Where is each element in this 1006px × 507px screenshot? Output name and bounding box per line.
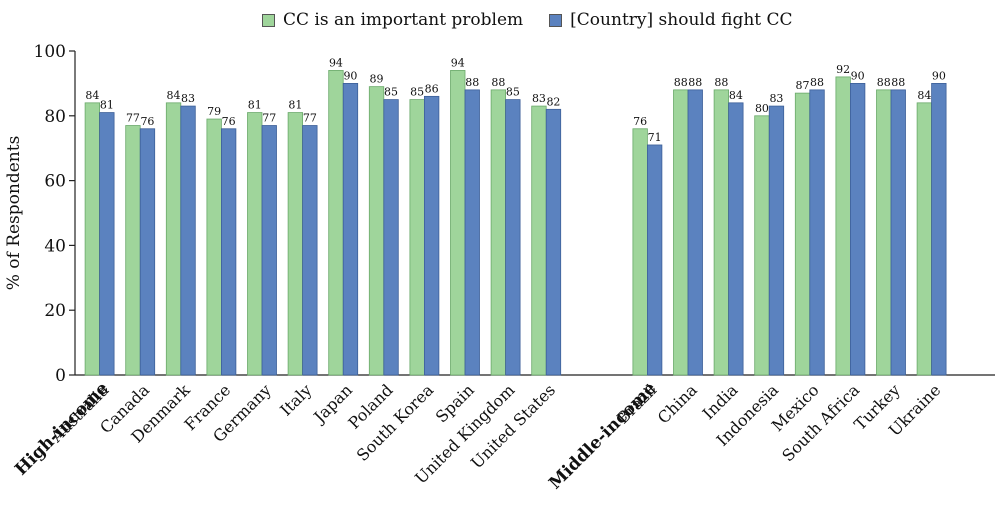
data-label-series1: 79 [207, 105, 221, 118]
data-label-series1: 84 [917, 89, 931, 102]
bar-series1 [328, 70, 344, 376]
bar-series1 [368, 86, 385, 376]
data-label-series2: 85 [506, 86, 520, 99]
bar-series2 [220, 128, 237, 376]
bar-series2 [890, 89, 906, 376]
bar-series1 [84, 102, 100, 376]
data-label-series2: 86 [425, 82, 439, 95]
bar-series2 [180, 105, 196, 376]
data-label-series1: 88 [674, 76, 688, 89]
data-label-series1: 89 [370, 73, 384, 86]
y-tick-label: 20 [44, 301, 66, 321]
data-label-series2: 83 [181, 92, 195, 105]
data-label-series1: 85 [410, 86, 424, 99]
bar-series2 [464, 89, 480, 376]
legend: CC is an important problem [Country] sho… [262, 10, 793, 30]
data-label-series1: 80 [755, 102, 769, 115]
bar-series1 [165, 102, 182, 376]
data-label-series2: 90 [851, 69, 865, 82]
bar-series2 [647, 144, 663, 376]
x-tick-label: Australia [46, 380, 112, 446]
bar-series1 [713, 89, 729, 376]
bar-series1 [409, 99, 425, 376]
data-label-series1: 76 [633, 115, 647, 128]
bar-series2 [261, 125, 277, 376]
data-label-series1: 94 [329, 56, 343, 69]
bar-series2 [768, 105, 785, 376]
data-label-series1: 83 [532, 92, 546, 105]
data-label-series1: 88 [714, 76, 728, 89]
data-label-series1: 88 [877, 76, 891, 89]
data-label-series2: 82 [546, 95, 560, 108]
data-label-series1: 94 [451, 56, 465, 69]
bar-series1 [450, 70, 466, 376]
data-label-series2: 85 [384, 86, 398, 99]
bar-series1 [673, 89, 689, 376]
data-label-series2: 76 [140, 115, 154, 128]
bar-series2 [383, 99, 399, 376]
data-label-series1: 84 [85, 89, 99, 102]
bar-series2 [545, 108, 562, 376]
y-tick-label: 0 [55, 366, 66, 386]
data-label-series1: 92 [836, 63, 850, 76]
x-tick-label: China [654, 380, 701, 427]
bar-series2 [99, 112, 115, 376]
bar-series1 [876, 89, 892, 376]
data-label-series2: 88 [810, 76, 824, 89]
data-label-series1: 77 [126, 112, 140, 125]
bar-series1 [916, 102, 932, 376]
bar-series1 [125, 125, 141, 376]
data-label-series2: 90 [932, 69, 946, 82]
data-label-series2: 77 [303, 112, 317, 125]
bar-series1 [754, 115, 770, 376]
legend-item-series1: CC is an important problem [262, 10, 523, 30]
bar-series2 [139, 128, 156, 376]
bar-series2 [850, 83, 866, 376]
data-label-series2: 84 [729, 89, 743, 102]
data-label-series2: 88 [891, 76, 905, 89]
y-tick-label: 60 [44, 172, 66, 192]
data-label-series2: 88 [465, 76, 479, 89]
y-tick-label: 40 [44, 236, 66, 256]
data-label-series2: 76 [222, 115, 236, 128]
data-label-series1: 81 [288, 99, 302, 112]
data-label-series2: 81 [100, 99, 114, 112]
bar-series1 [287, 112, 304, 376]
legend-label-series2: [Country] should fight CC [570, 10, 793, 30]
data-label-series2: 88 [688, 76, 702, 89]
y-tick-label: 100 [34, 42, 66, 62]
bar-series1 [206, 118, 222, 376]
y-axis-label: % of Respondents [4, 136, 24, 291]
legend-swatch-series2 [549, 13, 563, 27]
bar-series2 [728, 102, 744, 376]
data-label-series2: 90 [343, 69, 357, 82]
bar-series2 [342, 83, 359, 376]
legend-swatch-series1 [262, 13, 275, 27]
bar-series2 [302, 125, 318, 376]
bar-series2 [809, 89, 825, 376]
bar-series1 [531, 105, 547, 376]
data-label-series1: 88 [491, 76, 505, 89]
bar-series2 [931, 83, 947, 376]
bar-series1 [835, 76, 851, 376]
data-label-series1: 87 [796, 79, 810, 92]
bar-series2 [423, 95, 440, 376]
data-label-series2: 83 [769, 92, 783, 105]
bar-series1 [632, 128, 648, 376]
bar-series1 [490, 89, 507, 376]
legend-label-series1: CC is an important problem [283, 10, 524, 30]
data-label-series1: 84 [167, 89, 181, 102]
legend-item-series2: [Country] should fight CC [549, 10, 793, 30]
bar-series2 [505, 99, 521, 376]
data-label-series1: 81 [248, 99, 262, 112]
bar-series2 [687, 89, 703, 376]
y-tick-label: 80 [44, 107, 66, 127]
bar-series1 [794, 92, 811, 376]
data-label-series2: 71 [648, 131, 662, 144]
bar-series1 [247, 112, 263, 376]
data-label-series2: 77 [262, 112, 276, 125]
